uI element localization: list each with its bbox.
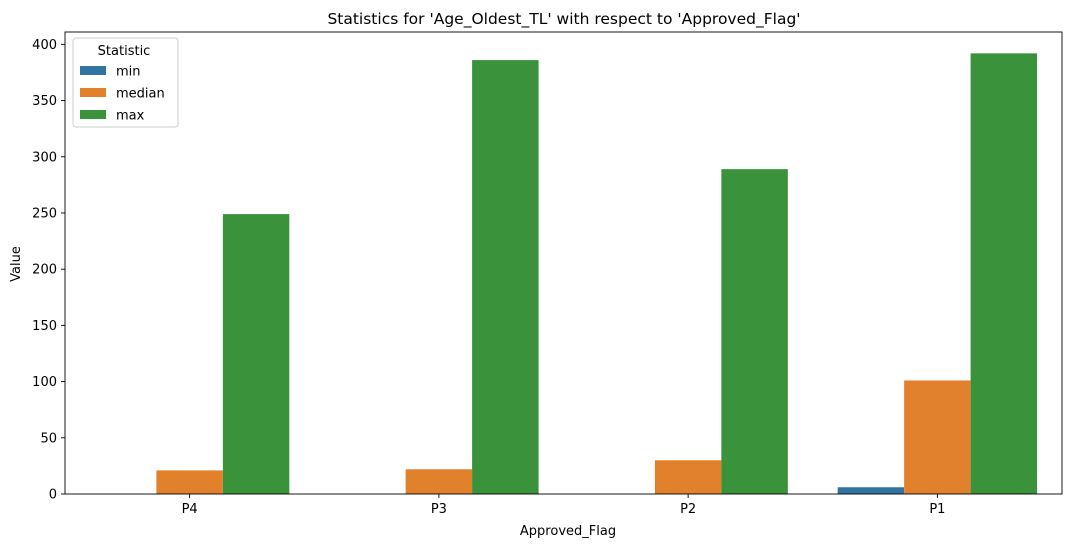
bar-max-p2	[721, 169, 788, 494]
y-tick-label: 300	[32, 150, 57, 165]
legend-swatch-min	[80, 66, 106, 75]
y-tick-label: 50	[40, 431, 57, 446]
y-tick-label: 100	[32, 375, 57, 390]
x-tick-label: P4	[182, 502, 198, 517]
bar-max-p3	[472, 60, 539, 494]
legend-label-median: median	[116, 87, 165, 102]
bar-max-p1	[970, 53, 1038, 495]
y-tick-label: 0	[49, 488, 57, 503]
bar-median-p2	[654, 460, 722, 494]
legend-label-max: max	[116, 109, 145, 124]
legend-swatch-max	[80, 110, 106, 119]
x-tick-label: P3	[431, 502, 447, 517]
y-axis-title: Value	[9, 246, 24, 282]
y-tick-label: 400	[32, 38, 57, 53]
y-tick-label: 150	[32, 319, 57, 334]
chart-title: Statistics for 'Age_Oldest_TL' with resp…	[327, 10, 800, 29]
plot-area: 0 50 100 150 200 250 300 350 400 P4 P3 P2 P1	[32, 31, 1063, 517]
y-tick-label: 350	[32, 94, 57, 109]
legend-frame	[72, 37, 179, 128]
legend: Statistic min median max	[72, 37, 179, 128]
legend-swatch-median	[80, 88, 106, 97]
legend-label-min: min	[116, 65, 141, 80]
y-tick-label: 250	[32, 206, 57, 221]
y-tick-label: 200	[32, 263, 57, 278]
x-tick-label: P1	[929, 502, 945, 517]
bar-median-p1	[904, 380, 971, 494]
legend-title: Statistic	[98, 44, 151, 59]
bar-median-p4	[156, 470, 223, 494]
x-tick-label: P2	[680, 502, 696, 517]
bar-min-p1	[837, 487, 905, 494]
bar-median-p3	[405, 469, 473, 494]
x-axis-title: Approved_Flag	[520, 524, 616, 539]
plot-frame	[64, 31, 1063, 495]
bar-max-p4	[222, 214, 290, 494]
legend-entries: min median max	[80, 65, 165, 124]
